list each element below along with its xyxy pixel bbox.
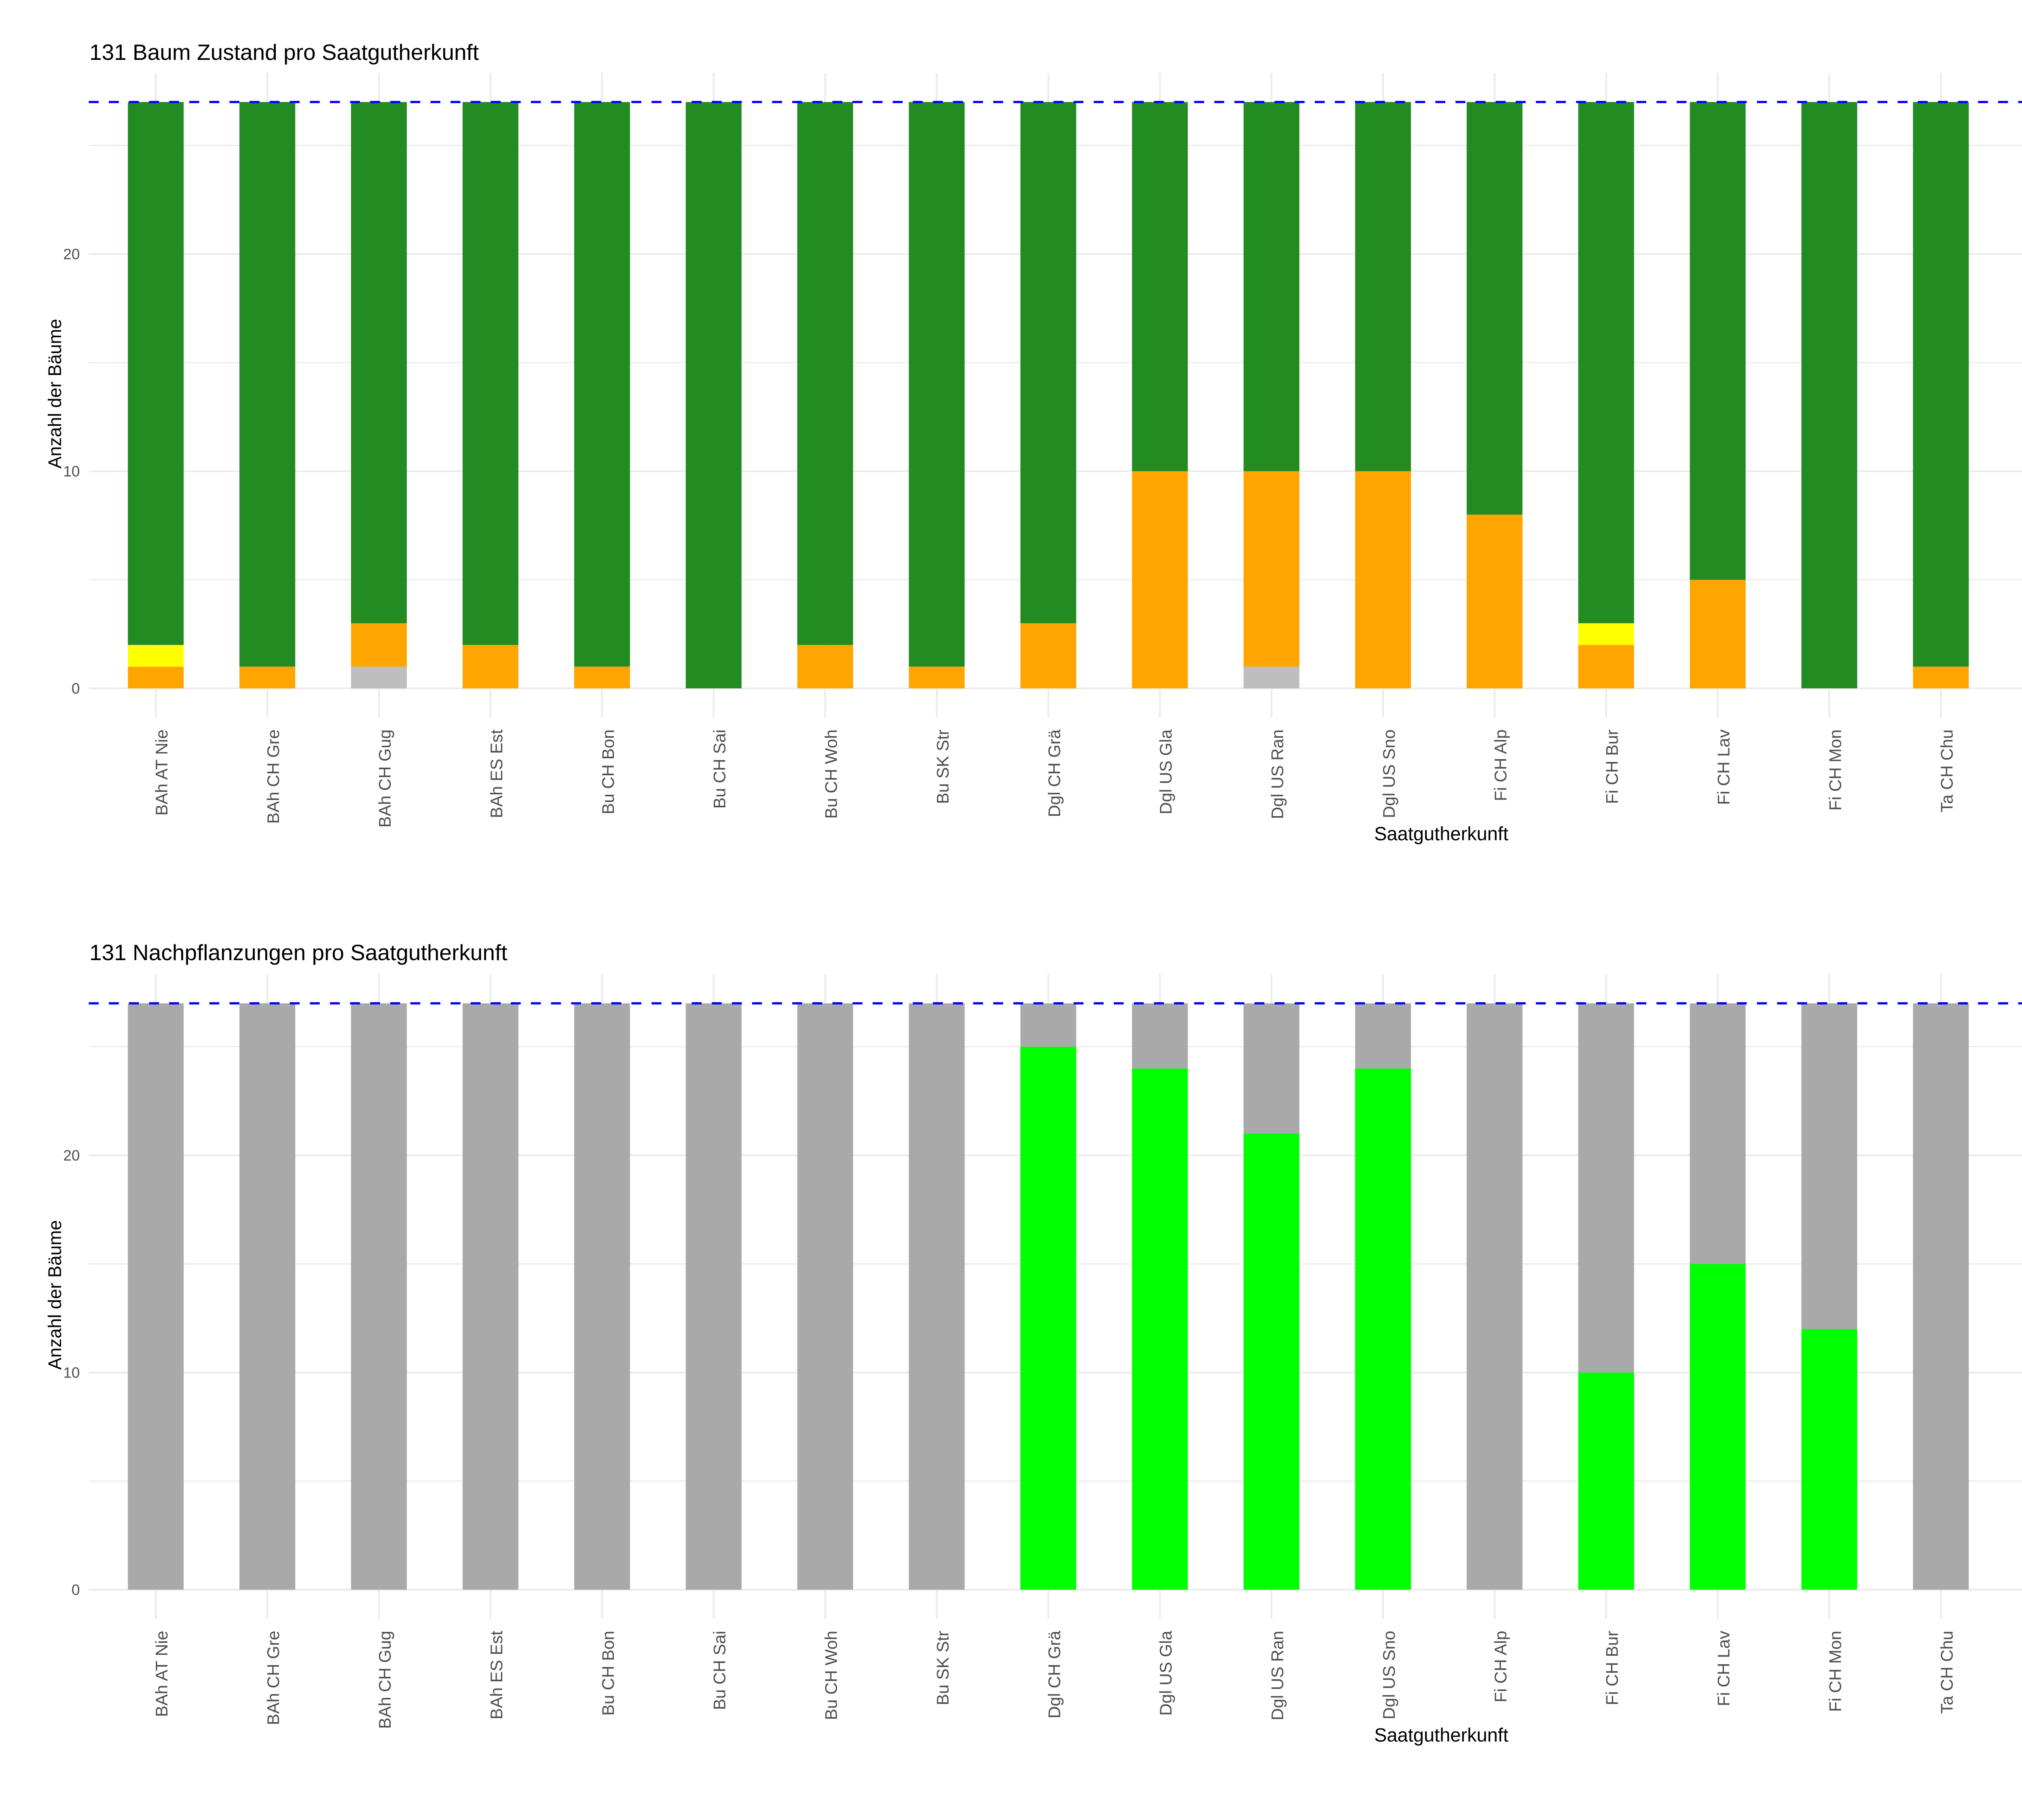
svg-text:Dgl US Sno: Dgl US Sno [1379,1631,1398,1719]
svg-text:131 Baum Zustand pro Saatguthe: 131 Baum Zustand pro Saatgutherkunft [89,40,479,65]
svg-text:BAh AT Nie: BAh AT Nie [152,730,171,816]
svg-text:Dgl CH Grä: Dgl CH Grä [1045,729,1064,817]
svg-text:Fi CH Alp: Fi CH Alp [1491,730,1510,801]
svg-text:Bu CH Woh: Bu CH Woh [822,730,841,819]
svg-text:Fi CH Lav: Fi CH Lav [1714,730,1733,805]
svg-text:Ta CH Chu: Ta CH Chu [1937,730,1956,813]
svg-text:Dgl US Gla: Dgl US Gla [1156,729,1175,815]
svg-text:0: 0 [72,680,80,697]
svg-text:Bu CH Woh: Bu CH Woh [822,1631,841,1720]
svg-text:Fi CH Bur: Fi CH Bur [1603,730,1622,804]
svg-text:Bu CH Sai: Bu CH Sai [710,730,729,809]
svg-text:BAh CH Gre: BAh CH Gre [264,1631,283,1725]
svg-text:20: 20 [63,246,80,262]
svg-text:Fi CH Bur: Fi CH Bur [1603,1631,1622,1705]
svg-text:BAh CH Gre: BAh CH Gre [264,730,283,824]
svg-text:BAh AT Nie: BAh AT Nie [152,1631,171,1717]
svg-text:10: 10 [63,1365,80,1381]
svg-text:20: 20 [63,1147,80,1164]
svg-text:Anzahl der Bäume: Anzahl der Bäume [44,1220,65,1370]
svg-text:BAh CH Gug: BAh CH Gug [375,730,394,828]
svg-text:10: 10 [63,463,80,480]
svg-text:Dgl US Sno: Dgl US Sno [1379,730,1398,818]
svg-text:Bu SK Str: Bu SK Str [933,1631,952,1705]
svg-text:Saatgutherkunft: Saatgutherkunft [1374,1724,1508,1746]
svg-text:Dgl CH Grä: Dgl CH Grä [1045,1630,1064,1718]
svg-text:Saatgutherkunft: Saatgutherkunft [1374,823,1508,844]
svg-text:Bu CH Bon: Bu CH Bon [599,730,618,815]
svg-text:BAh ES Est: BAh ES Est [487,1631,506,1720]
svg-text:BAh CH Gug: BAh CH Gug [375,1631,394,1729]
svg-text:131 Nachpflanzungen pro Saatgu: 131 Nachpflanzungen pro Saatgutherkunft [89,940,508,965]
svg-text:Bu CH Bon: Bu CH Bon [599,1631,618,1716]
svg-text:Bu CH Sai: Bu CH Sai [710,1631,729,1710]
svg-text:0: 0 [72,1582,80,1598]
svg-text:Fi CH Mon: Fi CH Mon [1826,730,1845,811]
svg-text:Dgl US Ran: Dgl US Ran [1268,1631,1287,1721]
svg-text:Fi CH Mon: Fi CH Mon [1826,1631,1845,1712]
svg-text:BAh ES Est: BAh ES Est [487,729,506,818]
svg-text:Fi CH Lav: Fi CH Lav [1714,1631,1733,1706]
svg-text:Dgl US Gla: Dgl US Gla [1156,1630,1175,1716]
svg-text:Bu SK Str: Bu SK Str [933,729,952,804]
svg-text:Anzahl der Bäume: Anzahl der Bäume [44,319,65,468]
svg-text:Ta CH Chu: Ta CH Chu [1937,1631,1956,1714]
svg-text:Fi CH Alp: Fi CH Alp [1491,1631,1510,1702]
svg-text:Dgl US Ran: Dgl US Ran [1268,730,1287,819]
